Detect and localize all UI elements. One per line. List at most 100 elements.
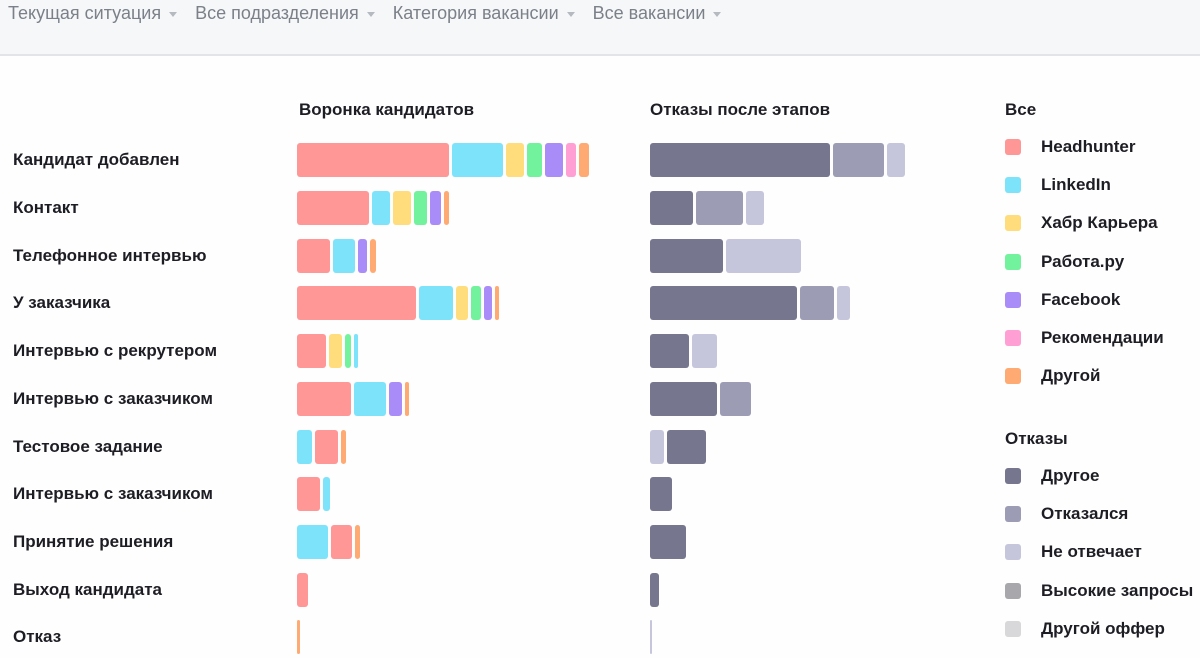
legend-item[interactable]: Высокие запросы xyxy=(1005,580,1193,602)
bar-segment[interactable] xyxy=(495,286,499,320)
bar-segment[interactable] xyxy=(527,143,542,177)
legend-item[interactable]: Отказался xyxy=(1005,503,1193,525)
legend-item[interactable]: Headhunter xyxy=(1005,136,1164,158)
bar-segment[interactable] xyxy=(297,573,308,607)
filter-bar: Текущая ситуация Все подразделения Катег… xyxy=(0,0,1200,56)
bar-segment[interactable] xyxy=(566,143,576,177)
bar-segment[interactable] xyxy=(372,191,390,225)
bar-segment[interactable] xyxy=(297,334,326,368)
legend-item[interactable]: Другой оффер xyxy=(1005,618,1193,640)
legend-label: Headhunter xyxy=(1041,137,1136,156)
legend-swatch-icon xyxy=(1005,368,1021,385)
caret-down-icon xyxy=(713,11,722,17)
bar-segment[interactable] xyxy=(650,620,652,654)
rejection-bar-row xyxy=(650,477,675,511)
bar-segment[interactable] xyxy=(837,286,850,320)
bar-segment[interactable] xyxy=(297,620,300,654)
bar-segment[interactable] xyxy=(650,286,797,320)
bar-segment[interactable] xyxy=(297,286,416,320)
bar-segment[interactable] xyxy=(650,382,717,416)
bar-segment[interactable] xyxy=(315,430,338,464)
bar-segment[interactable] xyxy=(887,143,905,177)
bar-segment[interactable] xyxy=(667,430,706,464)
bar-segment[interactable] xyxy=(345,334,351,368)
legend-item[interactable]: Рекомендации xyxy=(1005,327,1164,349)
bar-segment[interactable] xyxy=(650,477,672,511)
bar-segment[interactable] xyxy=(354,334,358,368)
bar-segment[interactable] xyxy=(650,334,689,368)
bar-segment[interactable] xyxy=(506,143,524,177)
rejection-bar-row xyxy=(650,525,689,559)
legend-swatch-icon xyxy=(1005,139,1021,155)
bar-segment[interactable] xyxy=(726,239,801,273)
bar-segment[interactable] xyxy=(650,239,723,273)
bar-segment[interactable] xyxy=(650,143,830,177)
bar-segment[interactable] xyxy=(297,191,369,225)
bar-segment[interactable] xyxy=(692,334,717,368)
filter-label: Текущая ситуация xyxy=(8,2,162,23)
legend-item[interactable]: Хабр Карьера xyxy=(1005,212,1164,234)
bar-segment[interactable] xyxy=(329,334,342,368)
bar-segment[interactable] xyxy=(444,191,449,225)
funnel-bar-row xyxy=(297,477,333,511)
legend-sources-title[interactable]: Все xyxy=(1005,100,1037,119)
bar-segment[interactable] xyxy=(354,382,386,416)
bar-segment[interactable] xyxy=(650,573,659,607)
bar-segment[interactable] xyxy=(579,143,589,177)
bar-segment[interactable] xyxy=(800,286,834,320)
bar-segment[interactable] xyxy=(720,382,751,416)
bar-segment[interactable] xyxy=(545,143,563,177)
bar-segment[interactable] xyxy=(297,430,312,464)
bar-segment[interactable] xyxy=(414,191,427,225)
legend-item[interactable]: Другой xyxy=(1005,365,1164,387)
bar-segment[interactable] xyxy=(333,239,355,273)
bar-segment[interactable] xyxy=(471,286,481,320)
filter-current-situation[interactable]: Текущая ситуация xyxy=(8,2,178,24)
bar-segment[interactable] xyxy=(430,191,441,225)
bar-segment[interactable] xyxy=(650,430,664,464)
filter-vacancy-category[interactable]: Категория вакансии xyxy=(393,2,575,24)
funnel-bar-row xyxy=(297,239,379,273)
bar-segment[interactable] xyxy=(419,286,453,320)
bar-segment[interactable] xyxy=(297,525,328,559)
bar-segment[interactable] xyxy=(650,191,693,225)
legend-label: Работа.ру xyxy=(1041,251,1125,271)
bar-segment[interactable] xyxy=(650,525,686,559)
legend-item[interactable]: Работа.ру xyxy=(1005,251,1164,273)
bar-segment[interactable] xyxy=(323,477,330,511)
legend-item[interactable]: Не отвечает xyxy=(1005,541,1193,563)
bar-segment[interactable] xyxy=(341,430,346,464)
bar-segment[interactable] xyxy=(370,239,376,273)
legend-item[interactable]: Другое xyxy=(1005,465,1193,487)
legend-swatch-icon xyxy=(1005,582,1021,599)
legend-rejections-title[interactable]: Отказы xyxy=(1005,429,1068,448)
bar-segment[interactable] xyxy=(358,239,367,273)
funnel-bar-row xyxy=(297,620,303,654)
stage-label: Интервью с рекрутером xyxy=(13,341,218,360)
legend-swatch-icon xyxy=(1005,291,1021,308)
bar-segment[interactable] xyxy=(297,382,351,416)
bar-segment[interactable] xyxy=(484,286,492,320)
bar-segment[interactable] xyxy=(833,143,884,177)
bar-segment[interactable] xyxy=(405,382,409,416)
bar-segment[interactable] xyxy=(355,525,360,559)
legend-item[interactable]: LinkedIn xyxy=(1005,174,1164,196)
bar-segment[interactable] xyxy=(331,525,352,559)
legend-label: Хабр Карьера xyxy=(1041,213,1158,233)
legend-label: Не отвечает xyxy=(1041,542,1142,562)
bar-segment[interactable] xyxy=(389,382,402,416)
bar-segment[interactable] xyxy=(297,477,320,511)
legend-item[interactable]: Facebook xyxy=(1005,289,1164,311)
bar-segment[interactable] xyxy=(393,191,411,225)
bar-segment[interactable] xyxy=(696,191,743,225)
bar-segment[interactable] xyxy=(452,143,503,177)
filter-vacancies[interactable]: Все вакансии xyxy=(593,2,722,24)
bar-segment[interactable] xyxy=(746,191,764,225)
filter-departments[interactable]: Все подразделения xyxy=(195,2,375,24)
bar-segment[interactable] xyxy=(297,143,449,177)
bar-segment[interactable] xyxy=(456,286,468,320)
bar-segment[interactable] xyxy=(297,239,330,273)
rejection-bar-row xyxy=(650,334,720,368)
legend-label: Другой оффер xyxy=(1041,618,1165,638)
legend-swatch-icon xyxy=(1005,506,1021,523)
